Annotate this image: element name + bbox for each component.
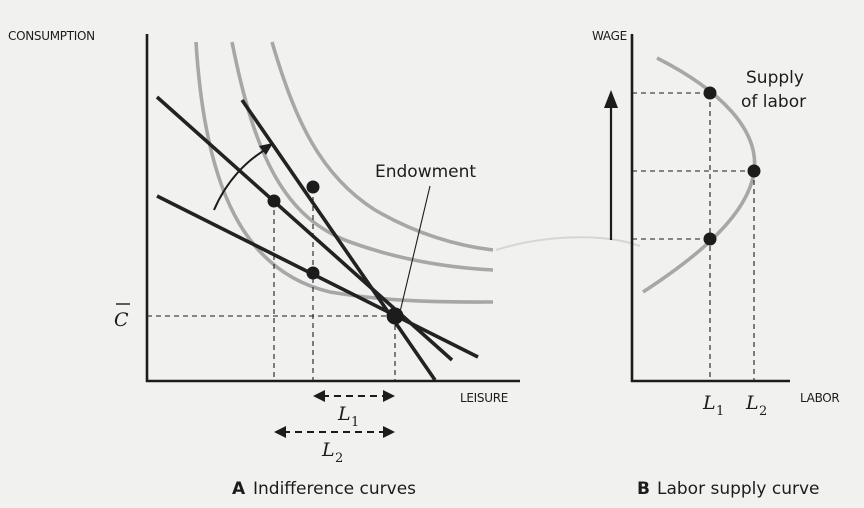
c-bar-label: C <box>114 309 129 331</box>
indifference-curve-middle <box>230 41 494 272</box>
panel-b-l2-subscript: 2 <box>759 404 767 419</box>
tangency-point-1 <box>267 194 281 208</box>
endowment-point <box>386 307 404 325</box>
panel-a-l1-label: L <box>337 403 351 425</box>
tangency-point-3 <box>306 266 320 280</box>
l1-arrowhead-left <box>313 390 325 402</box>
rotation-arrowhead <box>259 143 273 155</box>
tangency-point-2 <box>306 180 320 194</box>
panel-b-l2-label: L <box>745 392 759 414</box>
l2-arrowhead-right <box>383 426 395 438</box>
wage-increase-arrowhead <box>604 90 618 108</box>
panel-a-l2-label: L <box>321 439 335 461</box>
panel-a-caption-text: Indifference curves <box>253 479 416 499</box>
panel-b-caption-text: Labor supply curve <box>657 479 820 499</box>
panel-a-l1-subscript: 1 <box>351 415 359 430</box>
panel-b-labor-supply: WAGE LABOR Supply of labor L 1 L 2 B Lab… <box>592 29 840 499</box>
panel-a-l2-subscript: 2 <box>335 451 343 466</box>
rotation-arrow <box>213 146 271 211</box>
panel-b-x-axis-label: LABOR <box>800 391 839 405</box>
endowment-label: Endowment <box>375 162 476 182</box>
panel-a-indifference-curves: CONSUMPTION LEISURE Endowment C L 1 L 2 … <box>8 29 520 499</box>
panel-a-y-axis-label: CONSUMPTION <box>8 29 95 43</box>
supply-point-high-wage <box>703 86 717 100</box>
indifference-curve-upper <box>270 41 494 252</box>
supply-label-line-2: of labor <box>741 92 806 112</box>
panel-b-l1-label: L <box>702 392 716 414</box>
panel-a-caption-letter: A <box>232 479 246 499</box>
panel-b-y-axis-label: WAGE <box>592 29 627 43</box>
supply-label-line-1: Supply <box>746 68 804 88</box>
panel-b-l1-subscript: 1 <box>716 404 724 419</box>
l2-arrowhead-left <box>274 426 286 438</box>
supply-point-low-wage <box>703 232 717 246</box>
supply-point-mid-wage <box>747 164 761 178</box>
faint-connector <box>495 236 641 251</box>
endowment-leader-line <box>399 185 431 313</box>
l1-arrowhead-right <box>383 390 395 402</box>
panel-b-caption-letter: B <box>637 479 650 499</box>
budget-line-steep <box>240 98 437 382</box>
panel-a-x-axis-label: LEISURE <box>460 391 508 405</box>
